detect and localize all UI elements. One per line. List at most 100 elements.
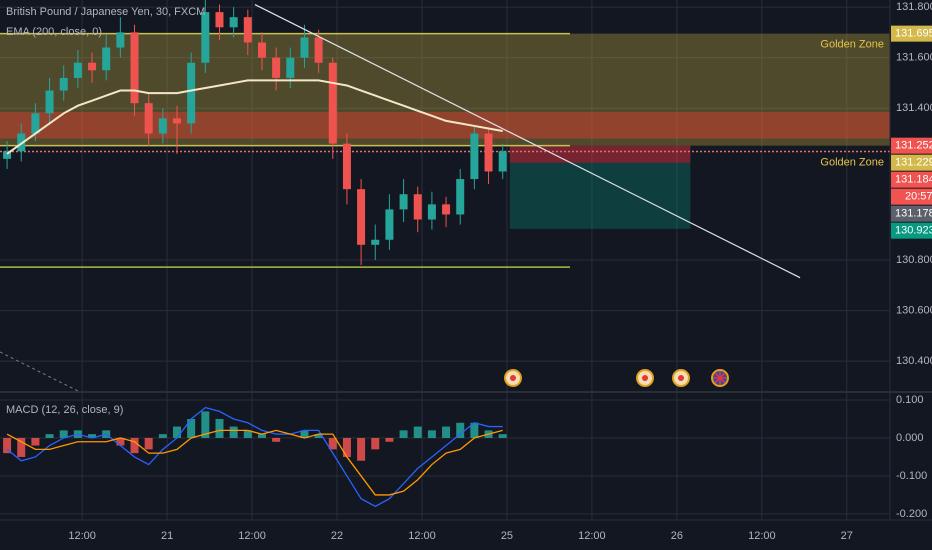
- price-label-bg: [891, 25, 932, 42]
- candle-body: [17, 133, 26, 152]
- histogram-bar: [45, 434, 54, 438]
- candle-body: [144, 103, 153, 134]
- candle-body: [116, 32, 125, 48]
- candle-body: [257, 42, 266, 58]
- chart-title: British Pound / Japanese Yen, 30, FXCM: [6, 6, 205, 18]
- trendline: [254, 4, 801, 279]
- histogram-bar: [328, 437, 337, 450]
- zone-label: Golden Zone: [820, 39, 884, 51]
- histogram-bar: [158, 434, 167, 438]
- zone-label: Golden Zone: [820, 156, 884, 168]
- indicator-legend: EMA (200, close, 0): [6, 26, 102, 38]
- flag-icon: [713, 371, 727, 385]
- candle-body: [456, 179, 465, 215]
- price-label: 131.229: [891, 154, 932, 171]
- candle-body: [102, 47, 111, 71]
- histogram-bar: [385, 437, 394, 442]
- histogram-bar: [17, 437, 26, 457]
- histogram-bar: [3, 437, 12, 454]
- y-tick-label: 131.600: [896, 52, 932, 64]
- histogram-bar: [243, 430, 252, 438]
- candle-body: [173, 118, 182, 124]
- candle-body: [229, 17, 238, 28]
- zone: [0, 112, 890, 139]
- stop-box: [509, 145, 691, 163]
- histogram-bar: [144, 437, 153, 450]
- histogram-bar: [371, 437, 380, 450]
- price-label: 131.695: [891, 25, 932, 42]
- histogram-bar: [399, 430, 408, 438]
- candle-body: [31, 113, 40, 134]
- histogram-bar: [88, 434, 97, 438]
- price-label: 130.923: [891, 222, 932, 239]
- histogram-bar: [413, 426, 422, 438]
- histogram-bar: [229, 426, 238, 438]
- histogram-bar: [59, 430, 68, 438]
- candle-body: [470, 133, 479, 180]
- ema-line: [6, 79, 503, 155]
- x-tick-label: 27: [841, 530, 853, 542]
- x-tick-label: 22: [331, 530, 343, 542]
- candle-body: [342, 143, 351, 190]
- price-label-text: 131.252: [895, 140, 932, 152]
- histogram-bar: [470, 422, 479, 438]
- x-tick-label: 21: [161, 530, 173, 542]
- price-label-bg: [891, 137, 932, 154]
- event-dot: [678, 375, 684, 381]
- candle-body: [73, 62, 82, 78]
- candle-body: [286, 57, 295, 78]
- histogram-bar: [314, 434, 323, 438]
- histogram-bar: [116, 437, 125, 446]
- countdown-bg: [891, 188, 932, 205]
- macd-line: [6, 406, 503, 508]
- candle-body: [328, 62, 337, 144]
- x-tick-label: 12:00: [68, 530, 96, 542]
- histogram-bar: [173, 426, 182, 438]
- y-tick-label: 130.600: [896, 304, 932, 316]
- histogram-bar: [201, 411, 210, 438]
- histogram-bar: [31, 437, 40, 446]
- candle-body: [187, 62, 196, 124]
- price-label-bg: [891, 154, 932, 171]
- target-box: [509, 162, 691, 229]
- histogram-bar: [456, 422, 465, 438]
- dashed-drawing: [0, 351, 81, 393]
- candle-body: [3, 151, 12, 159]
- candle-body: [243, 17, 252, 43]
- candle-body: [498, 151, 507, 172]
- candle-body: [442, 204, 451, 215]
- candle-body: [272, 57, 281, 78]
- candle-body: [300, 37, 309, 58]
- histogram-bar: [300, 430, 309, 438]
- event-dot: [510, 375, 516, 381]
- x-tick-label: 26: [671, 530, 683, 542]
- histogram-bar: [272, 437, 281, 442]
- x-tick-label: 12:00: [408, 530, 436, 542]
- y-tick-label: 0.100: [896, 394, 924, 406]
- candle-body: [130, 32, 139, 104]
- histogram-bar: [357, 437, 366, 461]
- price-label-text: 130.923: [895, 225, 932, 237]
- price-label: 131.178: [891, 205, 932, 222]
- price-label-text: 131.229: [895, 157, 932, 169]
- histogram-bar: [442, 426, 451, 438]
- candle-body: [357, 189, 366, 245]
- candle-body: [88, 62, 97, 71]
- y-tick-label: 131.400: [896, 102, 932, 114]
- candle-body: [427, 204, 436, 220]
- x-tick-label: 12:00: [238, 530, 266, 542]
- candle-body: [215, 12, 224, 28]
- y-tick-label: 130.400: [896, 355, 932, 367]
- candle-body: [158, 118, 167, 134]
- x-tick-label: 25: [501, 530, 513, 542]
- candle-body: [484, 133, 493, 172]
- candle-body: [385, 209, 394, 240]
- price-label: 131.184: [891, 171, 932, 188]
- price-label-bg: [891, 171, 932, 188]
- histogram-bar: [427, 430, 436, 438]
- price-label-text: 131.178: [895, 208, 932, 220]
- candle-body: [371, 239, 380, 245]
- macd-line: [6, 429, 503, 496]
